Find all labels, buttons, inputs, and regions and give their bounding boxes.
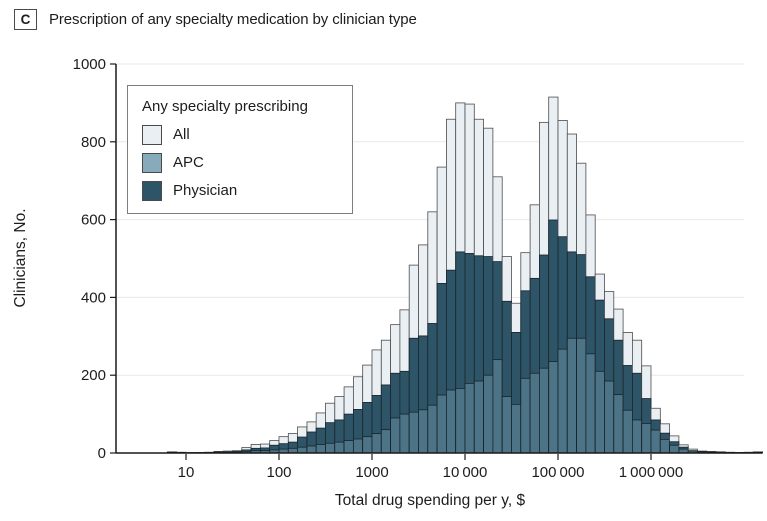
y-axis-title: Clinicians, No. — [12, 208, 29, 308]
bar-apc — [315, 444, 326, 454]
bar-apc — [641, 423, 652, 454]
legend-swatch-physician — [142, 180, 162, 201]
legend-item-apc: APC — [142, 152, 340, 173]
bar-apc — [306, 445, 317, 454]
y-tick-label: 400 — [81, 289, 106, 306]
legend-title: Any specialty prescribing — [142, 98, 308, 115]
x-axis-title: Total drug spending per y, $ — [334, 492, 526, 509]
bar-apc — [539, 367, 550, 454]
y-tick-label: 200 — [81, 367, 106, 384]
bar-apc — [427, 404, 438, 454]
x-tick-label: 1 000 000 — [619, 464, 683, 481]
panel-letter: C — [14, 9, 37, 30]
y-tick-label: 1000 — [73, 56, 106, 73]
bar-apc — [399, 413, 410, 454]
bar-apc — [334, 441, 345, 454]
bar-apc — [353, 438, 364, 454]
bar-apc — [501, 396, 512, 454]
bar-apc — [511, 403, 522, 454]
legend-swatch-apc — [142, 152, 162, 173]
bar-apc — [520, 377, 531, 454]
legend-swatch-all — [142, 124, 162, 145]
bar-apc — [297, 446, 308, 454]
legend-item-all: All — [142, 124, 340, 145]
bar-apc — [529, 372, 540, 454]
bar-apc — [548, 361, 559, 454]
bar-apc — [566, 337, 578, 454]
bar-apc — [418, 409, 429, 454]
bar-apc — [436, 394, 447, 454]
y-tick-label: 600 — [81, 212, 106, 229]
bar-apc — [464, 382, 475, 454]
bar-apc — [390, 417, 401, 454]
x-tick-label: 10 000 — [443, 464, 488, 481]
bar-apc — [659, 438, 670, 454]
bar-apc — [585, 353, 596, 454]
bar-apc — [604, 380, 615, 454]
bar-apc — [622, 409, 633, 454]
bar-apc — [650, 429, 661, 454]
legend-label-apc: APC — [173, 154, 204, 171]
x-tick-label: 10 — [178, 464, 195, 481]
bar-apc — [362, 436, 373, 454]
bar-apc — [325, 442, 336, 454]
bar-apc — [455, 388, 466, 454]
bar-apc — [557, 348, 568, 454]
legend: Any specialty prescribing All APC Physic… — [127, 85, 353, 214]
bar-apc — [669, 444, 680, 454]
legend-label-all: All — [173, 126, 190, 143]
legend-label-physician: Physician — [173, 182, 238, 199]
bar-apc — [473, 380, 484, 454]
bar-apc — [576, 337, 587, 454]
x-tick-label: 100 000 — [531, 464, 584, 481]
bar-apc — [492, 359, 503, 454]
bar-apc — [613, 394, 624, 454]
bar-apc — [594, 370, 605, 454]
y-tick-label: 0 — [98, 445, 106, 462]
bar-apc — [631, 419, 643, 454]
x-tick-label: 100 — [266, 464, 291, 481]
panel-header: C Prescription of any specialty medicati… — [14, 9, 417, 30]
bar-apc — [483, 374, 494, 454]
panel-title: Prescription of any specialty medication… — [49, 11, 417, 28]
bar-apc — [408, 411, 419, 454]
bar-apc — [446, 389, 457, 454]
x-tick-label: 1000 — [355, 464, 388, 481]
bar-apc — [380, 429, 392, 454]
legend-item-physician: Physician — [142, 180, 340, 201]
bar-apc — [343, 440, 354, 454]
bar-apc — [371, 433, 382, 454]
y-tick-label: 800 — [81, 134, 106, 151]
